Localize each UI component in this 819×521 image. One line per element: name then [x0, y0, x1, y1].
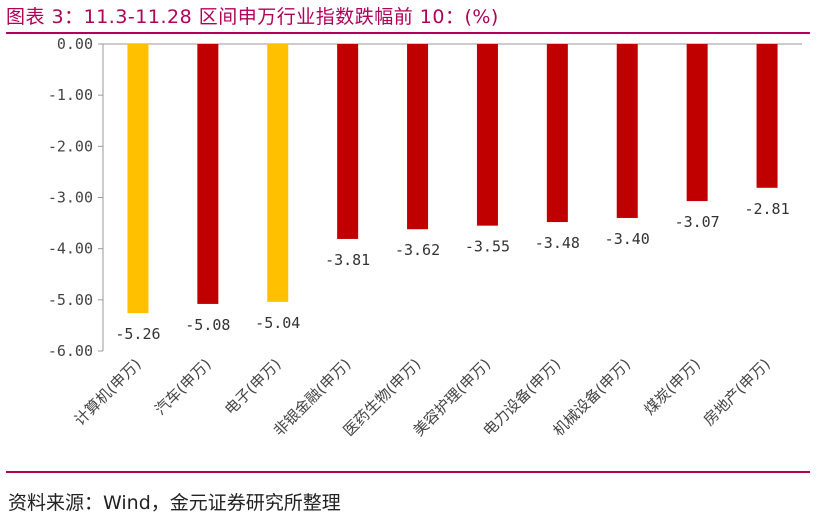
y-tick-label: -4.00	[48, 240, 93, 258]
y-tick-label: 0.00	[57, 35, 93, 53]
bar	[616, 44, 638, 218]
x-tick-label: 房地产(申万)	[700, 355, 774, 429]
x-tick-label: 计算机(申万)	[71, 355, 145, 429]
x-axis-categories: 计算机(申万) 汽车(申万) 电子(申万)非银金融(申万)医药生物(申万)美容护理(…	[71, 355, 774, 440]
x-tick-label: 电子(申万)	[221, 355, 284, 418]
data-label: -3.62	[395, 241, 440, 259]
bar	[476, 44, 498, 226]
y-tick-label: -6.00	[48, 342, 93, 360]
data-label: -3.81	[325, 251, 370, 269]
bar	[546, 44, 568, 223]
data-label: -5.08	[185, 316, 230, 334]
bar	[686, 44, 708, 202]
source-note: 资料来源：Wind，金元证券研究所整理	[8, 492, 341, 514]
x-tick-label: 煤炭(申万)	[641, 355, 704, 418]
chart-title: 图表 3：11.3-11.28 区间申万行业指数跌幅前 10：(%)	[6, 6, 499, 28]
data-label: -2.81	[744, 200, 789, 218]
bar	[756, 44, 778, 188]
y-axis: 0.00 -1.00 -2.00 -3.00 -4.00 -5.00 -6.00	[48, 35, 802, 360]
data-label: -3.48	[535, 234, 580, 252]
data-label: -3.55	[465, 238, 510, 256]
data-label: -3.40	[605, 230, 650, 248]
bar	[127, 44, 149, 314]
y-tick-label: -5.00	[48, 291, 93, 309]
bar	[337, 44, 359, 239]
bar	[267, 44, 289, 302]
y-tick-label: -3.00	[48, 189, 93, 207]
bar-series	[127, 44, 778, 314]
y-tick-label: -2.00	[48, 137, 93, 155]
data-label: -5.26	[115, 325, 160, 343]
y-tick-label: -1.00	[48, 86, 93, 104]
data-label: -5.04	[255, 314, 300, 332]
bar	[407, 44, 429, 230]
bar-chart: 0.00 -1.00 -2.00 -3.00 -4.00 -5.00 -6.00 -5.26…	[48, 35, 802, 440]
footer-rule	[6, 471, 810, 473]
title-rule	[6, 32, 810, 34]
bar	[197, 44, 219, 304]
data-label: -3.07	[675, 213, 720, 231]
x-tick-label: 汽车(申万)	[151, 355, 214, 418]
data-labels: -5.26 -5.08 -5.04 -3.81 -3.62 -3.55 -3.48 -3.40…	[115, 200, 789, 343]
